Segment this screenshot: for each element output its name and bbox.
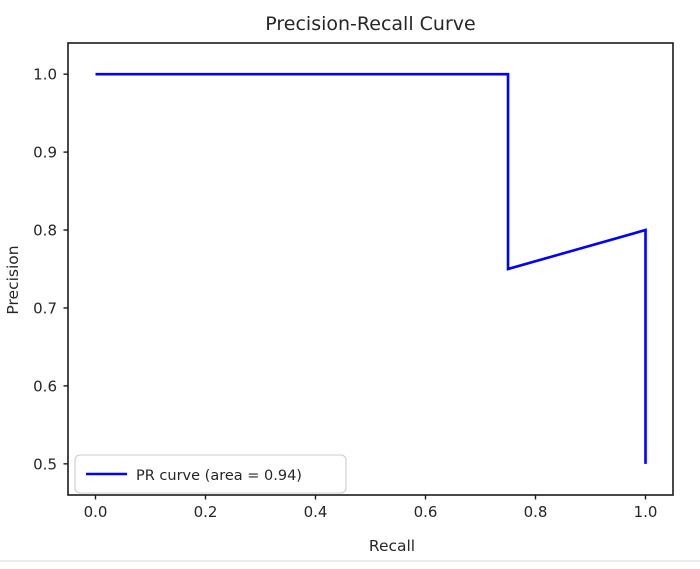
y-axis-ticks: 0.5 0.6 0.7 0.8 0.9 1.0 <box>33 66 68 473</box>
x-axis-ticks: 0.0 0.2 0.4 0.6 0.8 1.0 <box>84 495 658 521</box>
legend-entry-label: PR curve (area = 0.94) <box>136 468 302 484</box>
x-tick-label: 0.2 <box>194 503 218 521</box>
legend-box <box>74 454 347 494</box>
x-axis-label: Recall <box>369 537 415 555</box>
y-tick-label: 0.6 <box>33 377 57 395</box>
x-tick-label: 1.0 <box>634 503 658 521</box>
x-tick-label: 0.0 <box>84 503 108 521</box>
y-tick-label: 0.7 <box>33 299 57 317</box>
chart-legend[interactable]: PR curve (area = 0.94) <box>74 454 347 494</box>
y-tick-label: 0.9 <box>33 144 57 162</box>
y-tick-label: 0.8 <box>33 222 57 240</box>
pr-curve-series <box>95 72 647 464</box>
chart-title: Precision-Recall Curve <box>265 13 475 35</box>
x-tick-label: 0.8 <box>524 503 548 521</box>
y-axis-label: Precision <box>4 245 22 314</box>
x-tick-label: 0.6 <box>414 503 438 521</box>
plot-frame <box>67 42 674 496</box>
y-tick-label: 0.5 <box>33 455 57 473</box>
y-tick-label: 1.0 <box>33 66 57 84</box>
x-tick-label: 0.4 <box>304 503 328 521</box>
pr-curve-line <box>95 72 647 464</box>
